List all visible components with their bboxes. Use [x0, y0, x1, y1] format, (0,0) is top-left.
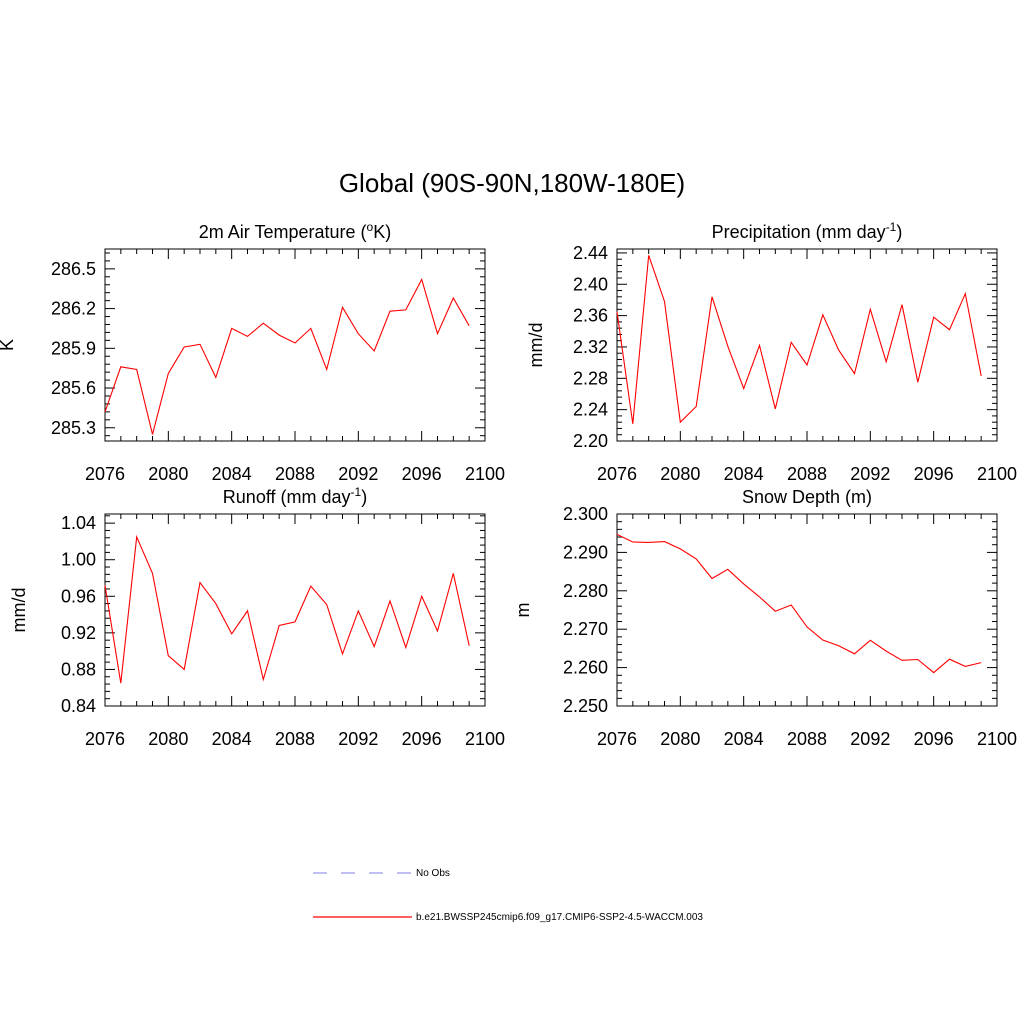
x-tick-label: 2092 [338, 464, 378, 484]
panel-title: Snow Depth (m) [742, 487, 872, 507]
x-tick-label: 2096 [402, 464, 442, 484]
x-tick-label: 2076 [85, 464, 125, 484]
y-tick-label: 0.92 [61, 623, 96, 643]
x-tick-label: 2084 [212, 464, 252, 484]
x-tick-label: 2088 [787, 729, 827, 749]
x-tick-label: 2084 [212, 729, 252, 749]
panel-3: Runoff (mm day-1) mm/d 2076 2080 2084 2088 209… [9, 485, 505, 749]
y-tick-label: 285.6 [51, 378, 96, 398]
y-tick-label: 0.84 [61, 696, 96, 716]
x-tick-label: 2080 [148, 729, 188, 749]
y-tick-label: 2.36 [573, 306, 608, 326]
series-line [104, 278, 470, 435]
y-tick-label: 1.00 [61, 550, 96, 570]
y-tick-label: 2.20 [573, 431, 608, 451]
legend-obs-label: No Obs [416, 868, 450, 879]
x-tick-label: 2084 [724, 729, 764, 749]
panel-4: Snow Depth (m) m 2076 2080 2084 2088 2092 2096 2… [513, 487, 1017, 749]
x-tick-label: 2088 [275, 464, 315, 484]
x-tick-label: 2088 [787, 464, 827, 484]
panel-2: Precipitation (mm day-1) mm/d 2076 2080 2084… [526, 220, 1017, 484]
series-line [104, 534, 470, 684]
y-tick-label: 2.250 [563, 696, 608, 716]
y-tick-label: 2.28 [573, 368, 608, 388]
x-tick-label: 2080 [660, 729, 700, 749]
y-axis-label: mm/d [526, 323, 546, 368]
plot-frame [104, 248, 486, 442]
series-line [616, 533, 982, 674]
x-tick-label: 2100 [977, 464, 1017, 484]
x-tick-label: 2096 [914, 729, 954, 749]
x-tick-label: 2092 [850, 729, 890, 749]
y-tick-label: 2.300 [563, 504, 608, 524]
y-axis-label: K [0, 339, 17, 351]
x-tick-label: 2092 [850, 464, 890, 484]
x-tick-label: 2084 [724, 464, 764, 484]
y-tick-label: 285.3 [51, 418, 96, 438]
plot-frame [616, 248, 998, 442]
x-tick-label: 2092 [338, 729, 378, 749]
legend-model-label: b.e21.BWSSP245cmip6.f09_g17.CMIP6-SSP2-4… [416, 912, 703, 923]
y-tick-label: 2.270 [563, 619, 608, 639]
legend: No Obs b.e21.BWSSP245cmip6.f09_g17.CMIP6… [313, 868, 703, 923]
x-tick-label: 2076 [597, 464, 637, 484]
x-tick-label: 2100 [977, 729, 1017, 749]
y-tick-label: 2.40 [573, 274, 608, 294]
y-tick-label: 2.280 [563, 581, 608, 601]
y-tick-label: 2.44 [573, 243, 608, 263]
panel-title: Precipitation (mm day-1) [712, 220, 903, 242]
y-tick-label: 1.04 [61, 513, 96, 533]
y-tick-label: 286.5 [51, 259, 96, 279]
x-tick-label: 2076 [85, 729, 125, 749]
y-tick-label: 286.2 [51, 299, 96, 319]
panel-title: Runoff (mm day-1) [223, 485, 367, 507]
series-line [616, 255, 982, 424]
figure-title: Global (90S-90N,180W-180E) [338, 168, 686, 198]
y-axis-label: m [513, 603, 533, 618]
y-tick-label: 2.290 [563, 542, 608, 562]
x-tick-label: 2080 [660, 464, 700, 484]
panel-title: 2m Air Temperature (oK) [199, 220, 391, 242]
x-tick-label: 2080 [148, 464, 188, 484]
x-tick-label: 2100 [465, 729, 505, 749]
x-tick-label: 2096 [914, 464, 954, 484]
x-tick-label: 2100 [465, 464, 505, 484]
y-tick-label: 2.260 [563, 658, 608, 678]
y-tick-label: 0.88 [61, 659, 96, 679]
y-tick-label: 2.32 [573, 337, 608, 357]
y-tick-label: 0.96 [61, 586, 96, 606]
x-tick-label: 2076 [597, 729, 637, 749]
y-axis-label: mm/d [9, 588, 29, 633]
panel-1: 2m Air Temperature (oK) K 2076 2080 2084 2088… [0, 220, 505, 484]
y-tick-label: 285.9 [51, 338, 96, 358]
y-tick-label: 2.24 [573, 400, 608, 420]
x-tick-label: 2096 [402, 729, 442, 749]
x-tick-label: 2088 [275, 729, 315, 749]
plot-frame [616, 513, 998, 707]
